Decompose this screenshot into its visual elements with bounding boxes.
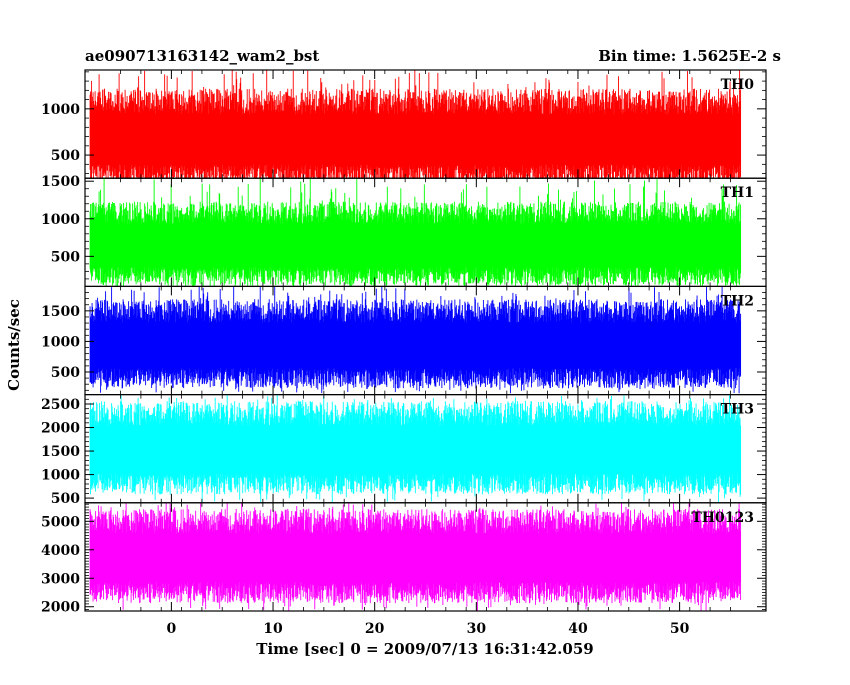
panel-th3: 500 1000 1500 2000 2500 TH3 <box>41 394 767 507</box>
series-th3-trace <box>89 394 742 503</box>
y-tick-label: 1500 <box>41 444 80 460</box>
y-tick-label: 3000 <box>41 571 80 587</box>
x-tick-label: 30 <box>467 621 487 637</box>
panel-th0123: 2000 3000 4000 5000 TH0123 <box>41 502 767 616</box>
series-th1-trace <box>89 178 742 287</box>
y-tick-label: 500 <box>51 148 80 164</box>
x-tick-label: 0 <box>167 621 177 637</box>
y-tick-label: 2000 <box>41 421 80 437</box>
x-tick-label: 40 <box>568 621 588 637</box>
y-axis-label: Counts/sec <box>5 299 23 391</box>
panels-layer: 5001000TH050010001500TH150010001500TH250… <box>41 69 767 637</box>
panel-label-th1: TH1 <box>721 185 754 201</box>
y-tick-label: 2500 <box>41 397 80 413</box>
y-tick-label: 1000 <box>41 212 80 228</box>
y-tick-label: 5000 <box>41 514 80 530</box>
y-tick-label: 2000 <box>41 600 80 616</box>
y-tick-label: 500 <box>51 249 80 265</box>
y-tick-label: 1000 <box>41 102 80 118</box>
panel-th2: 500 1000 1500 TH2 <box>41 285 767 396</box>
panel-label-th2: TH2 <box>721 293 754 309</box>
panel-label-th0123: TH0123 <box>691 510 754 526</box>
x-tick-label: 10 <box>263 621 283 637</box>
panel-th1: 500 1000 1500 TH1 <box>41 174 767 287</box>
panel-label-th0: TH0 <box>721 77 755 93</box>
y-tick-label: 1000 <box>41 468 80 484</box>
y-tick-label: 500 <box>51 365 80 381</box>
y-tick-label: 1500 <box>41 174 80 190</box>
panel-label-th3: TH3 <box>721 402 754 418</box>
series-th2-trace <box>89 286 742 394</box>
chart-title-right: Bin time: 1.5625E-2 s <box>598 47 781 65</box>
series-th0123-trace <box>89 502 742 611</box>
y-tick-label: 4000 <box>41 543 80 559</box>
x-axis-label: Time [sec] 0 = 2009/07/13 16:31:42.059 <box>256 640 593 658</box>
chart-title-left: ae090713163142_wam2_bst <box>85 47 319 65</box>
x-tick-label: 50 <box>670 621 690 637</box>
x-tick-label: 20 <box>365 621 385 637</box>
series-th0-trace <box>89 70 742 179</box>
y-tick-label: 1000 <box>41 334 80 350</box>
y-tick-label: 1500 <box>41 304 80 320</box>
panel-th0: 500 1000 TH0 <box>41 69 767 179</box>
y-tick-label: 500 <box>51 491 80 507</box>
